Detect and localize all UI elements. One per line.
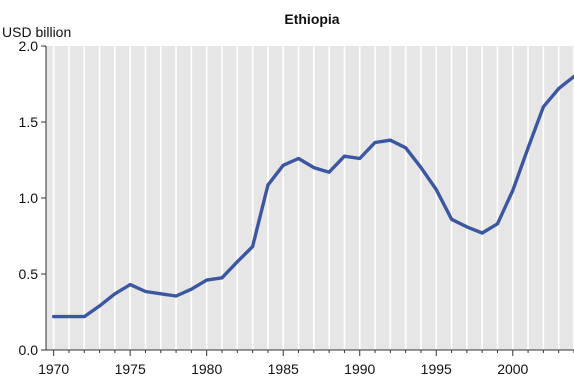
series-line xyxy=(52,74,574,319)
plot-area xyxy=(46,46,574,350)
x-tick-label: 1995 xyxy=(421,361,452,377)
x-tick-label: 2000 xyxy=(497,361,528,377)
y-tick-label: 1.0 xyxy=(19,190,39,206)
x-tick-label: 1990 xyxy=(344,361,375,377)
y-tick-label: 0.0 xyxy=(19,342,39,358)
x-axis: 1970 1975 1980 1985 1990 1995 2000 xyxy=(38,349,574,377)
y-tick-label: 1.5 xyxy=(19,114,39,130)
y-tick-label: 2.0 xyxy=(19,38,39,54)
y-axis-label: USD billion xyxy=(2,24,71,40)
y-axis: 0.0 0.5 1.0 1.5 2.0 xyxy=(19,38,47,358)
x-tick-label: 1970 xyxy=(38,361,69,377)
series-group xyxy=(52,74,574,319)
x-tick-label: 1980 xyxy=(191,361,222,377)
y-tick-label: 0.5 xyxy=(19,266,39,282)
x-tick-label: 1985 xyxy=(268,361,299,377)
chart-title: Ethiopia xyxy=(284,11,339,27)
x-tick-label: 1975 xyxy=(115,361,146,377)
gridlines xyxy=(52,46,574,350)
